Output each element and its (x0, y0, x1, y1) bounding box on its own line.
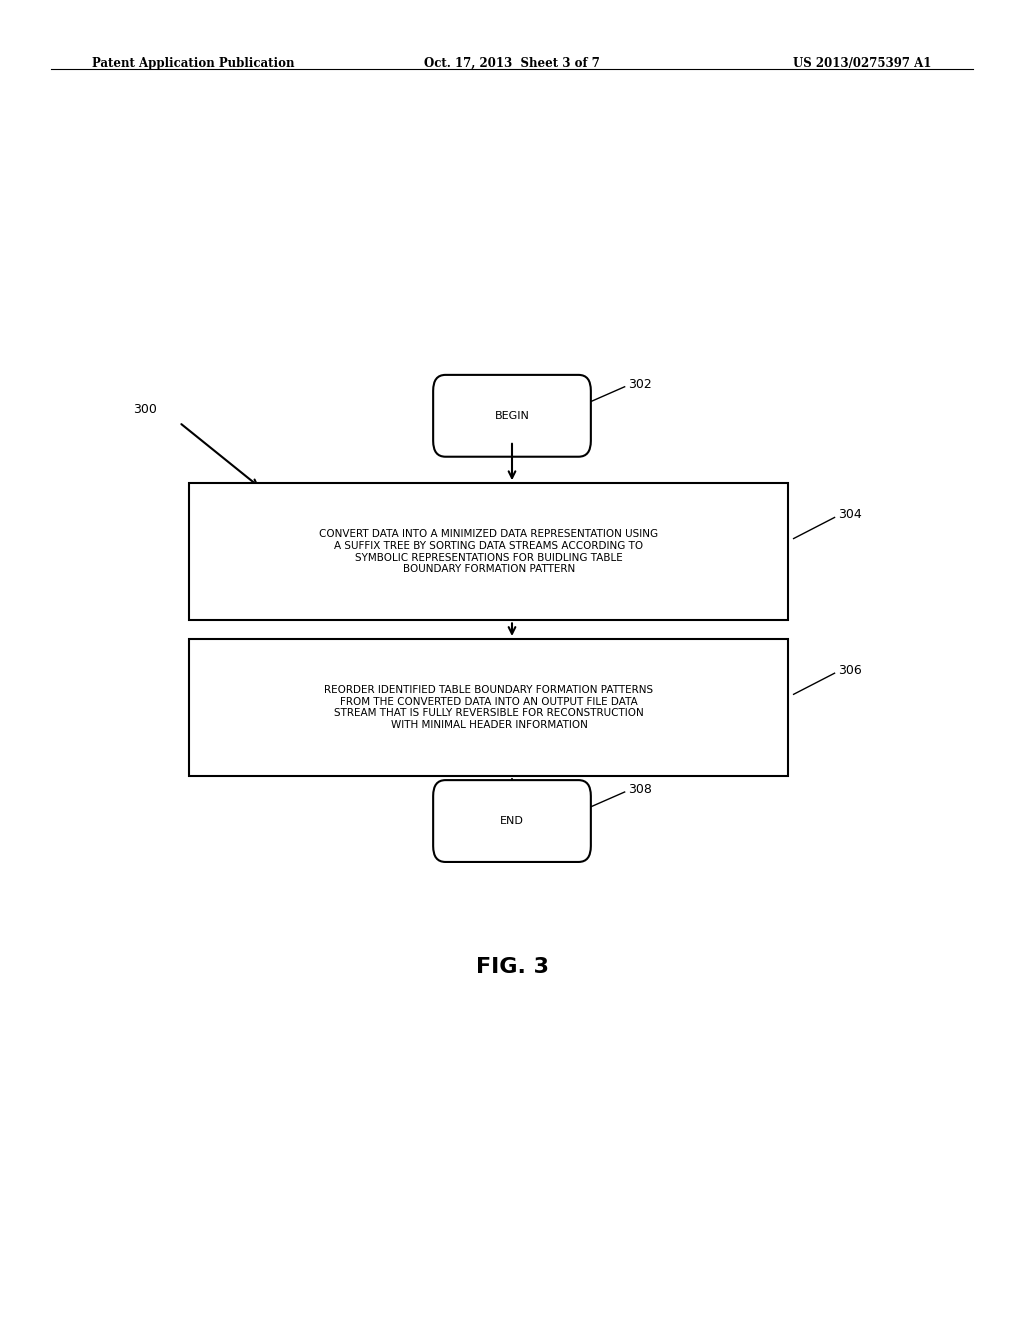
Text: REORDER IDENTIFIED TABLE BOUNDARY FORMATION PATTERNS
FROM THE CONVERTED DATA INT: REORDER IDENTIFIED TABLE BOUNDARY FORMAT… (325, 685, 653, 730)
Bar (189, 639, 788, 776)
Text: CONVERT DATA INTO A MINIMIZED DATA REPRESENTATION USING
A SUFFIX TREE BY SORTING: CONVERT DATA INTO A MINIMIZED DATA REPRE… (319, 529, 658, 574)
Text: US 2013/0275397 A1: US 2013/0275397 A1 (794, 57, 932, 70)
Text: 308: 308 (628, 783, 651, 796)
Text: BEGIN: BEGIN (495, 411, 529, 421)
Text: 304: 304 (838, 508, 861, 521)
FancyBboxPatch shape (433, 375, 591, 457)
Text: END: END (500, 816, 524, 826)
FancyBboxPatch shape (433, 780, 591, 862)
Text: FIG. 3: FIG. 3 (475, 957, 549, 977)
Text: Patent Application Publication: Patent Application Publication (92, 57, 295, 70)
Text: 302: 302 (628, 378, 651, 391)
Text: Oct. 17, 2013  Sheet 3 of 7: Oct. 17, 2013 Sheet 3 of 7 (424, 57, 600, 70)
Text: 306: 306 (838, 664, 861, 677)
Text: 300: 300 (133, 403, 157, 416)
Bar (189, 483, 788, 620)
